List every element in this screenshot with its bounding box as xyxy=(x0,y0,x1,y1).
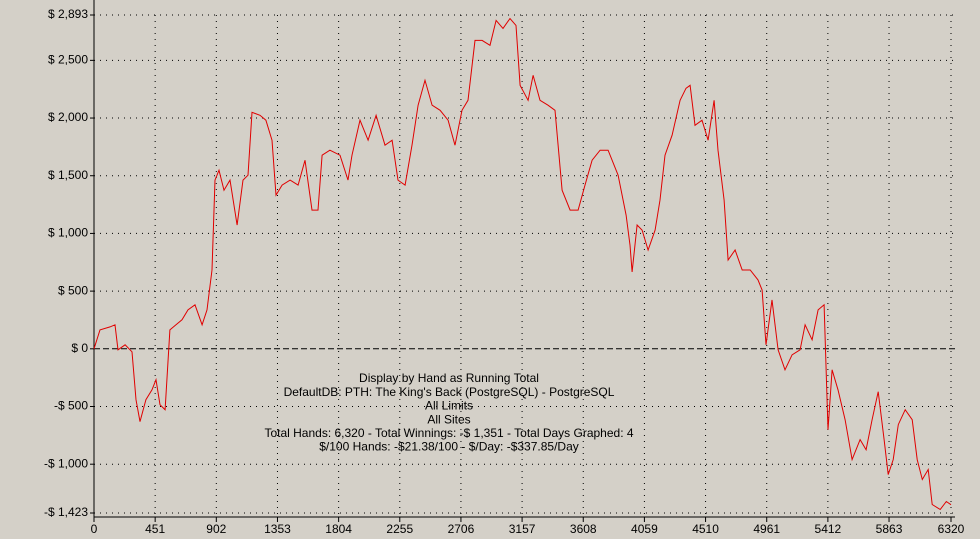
x-tick-label: 6320 xyxy=(938,522,965,536)
y-tick-label: $ 1,500 xyxy=(48,168,88,182)
x-tick-label: 3608 xyxy=(570,522,597,536)
x-tick-label: 5412 xyxy=(815,522,842,536)
y-tick-label: $ 1,000 xyxy=(48,226,88,240)
x-tick-label: 4510 xyxy=(692,522,719,536)
y-tick-label: $ 0 xyxy=(71,341,88,355)
x-tick-label: 1804 xyxy=(325,522,352,536)
y-tick-label: -$ 500 xyxy=(54,399,88,413)
x-tick-label: 4059 xyxy=(631,522,658,536)
annotation: Display by Hand as Running Total xyxy=(359,371,539,385)
x-tick-label: 3157 xyxy=(509,522,536,536)
annotation: All Limits xyxy=(425,399,473,413)
y-tick-label: $ 2,893 xyxy=(48,7,88,21)
x-tick-label: 2706 xyxy=(448,522,475,536)
y-tick-label: -$ 1,000 xyxy=(44,456,88,470)
y-tick-label: $ 500 xyxy=(58,283,88,297)
annotation: All Sites xyxy=(427,412,470,426)
annotation: $/100 Hands: -$21.38/100 - $/Day: -$337.… xyxy=(319,440,579,454)
line-series xyxy=(93,17,952,511)
y-tick-label: $ 2,500 xyxy=(48,53,88,67)
x-tick-label: 2255 xyxy=(386,522,413,536)
x-tick-label: 902 xyxy=(206,522,226,536)
y-tick-label: $ 2,000 xyxy=(48,110,88,124)
x-tick-label: 1353 xyxy=(264,522,291,536)
annotation: Total Hands: 6,320 - Total Winnings: -$ … xyxy=(264,426,633,440)
x-tick-label: 5863 xyxy=(876,522,903,536)
x-tick-label: 4961 xyxy=(753,522,780,536)
y-tick-label: -$ 1,423 xyxy=(44,505,88,519)
x-tick-label: 0 xyxy=(91,522,98,536)
x-tick-label: 451 xyxy=(145,522,165,536)
annotation: DefaultDB: PTH: The King's Back (Postgre… xyxy=(284,385,615,399)
